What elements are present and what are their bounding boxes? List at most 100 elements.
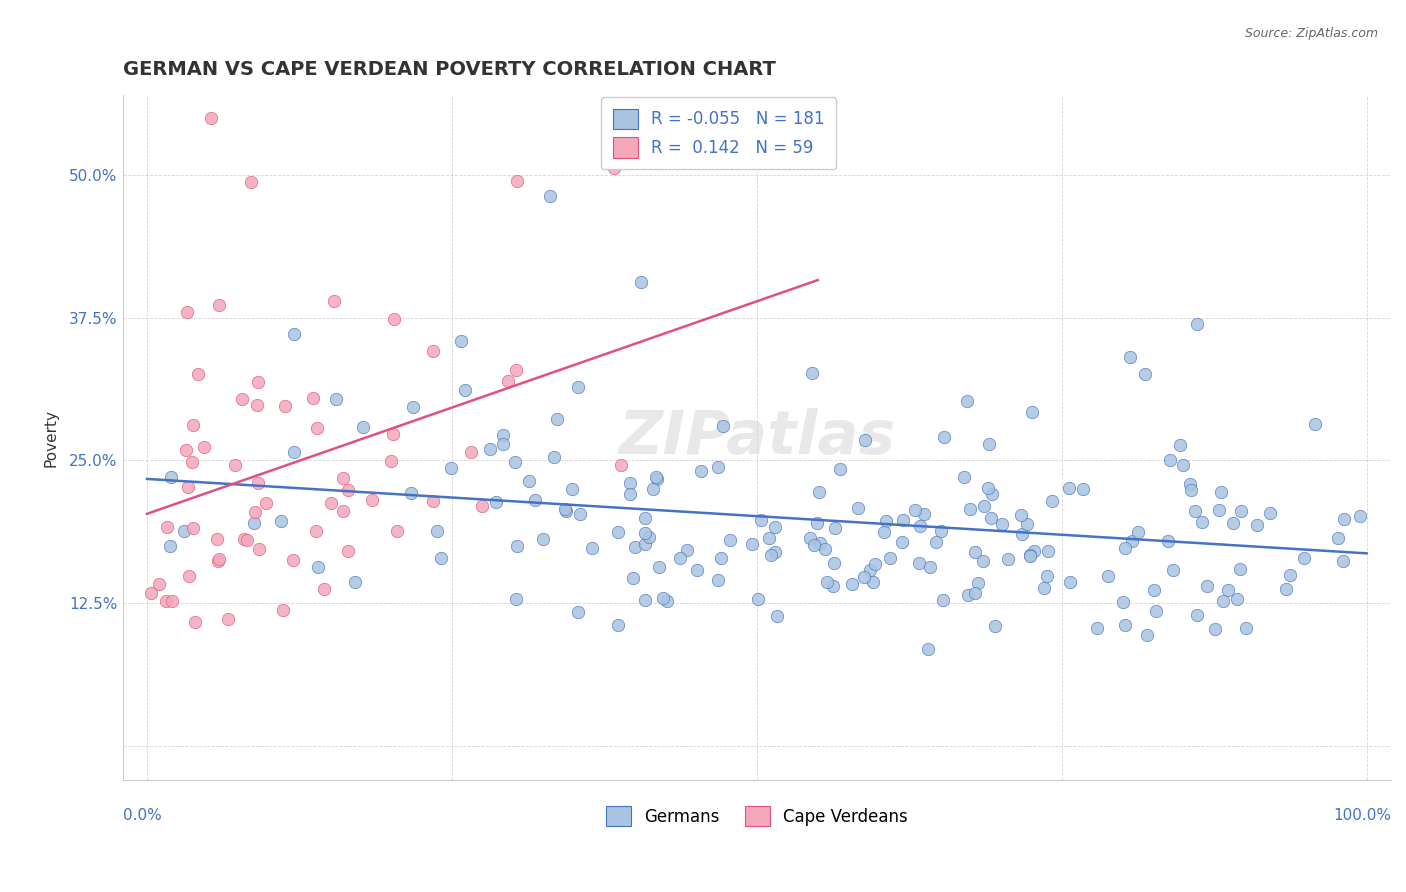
Point (1218, 582, 1240, 597)
Point (676, 542, 699, 557)
Point (567, 380, 589, 394)
Point (1018, 549, 1040, 563)
Point (863, 558, 886, 572)
Point (630, 275, 652, 289)
Point (283, 326, 305, 341)
Point (1303, 417, 1326, 431)
Text: Source: ZipAtlas.com: Source: ZipAtlas.com (1244, 27, 1378, 40)
Point (1278, 567, 1301, 582)
Point (505, 592, 527, 607)
Point (815, 575, 838, 590)
Point (823, 579, 845, 593)
Point (236, 533, 259, 547)
Point (554, 501, 576, 516)
Point (141, 586, 163, 600)
Text: ZIPatlas: ZIPatlas (619, 409, 896, 467)
Point (1022, 544, 1045, 558)
Point (561, 482, 583, 496)
Point (823, 556, 845, 570)
Point (610, 458, 633, 472)
Point (332, 504, 354, 518)
Point (283, 445, 305, 459)
Point (281, 553, 304, 567)
Point (155, 593, 177, 607)
Point (741, 537, 763, 551)
Point (1275, 582, 1298, 596)
Point (180, 455, 202, 469)
Point (1059, 575, 1081, 590)
Point (761, 548, 783, 562)
Point (319, 495, 342, 509)
Point (925, 535, 948, 549)
Point (972, 554, 994, 568)
Point (173, 524, 195, 538)
Point (1246, 517, 1268, 532)
Point (422, 494, 444, 508)
Point (176, 304, 198, 318)
Point (224, 458, 246, 473)
Point (875, 514, 897, 528)
Point (686, 564, 709, 578)
Point (184, 615, 207, 630)
Point (953, 469, 976, 483)
Point (917, 641, 939, 656)
Point (758, 531, 780, 545)
Point (1294, 550, 1316, 565)
Point (471, 500, 494, 514)
Point (336, 483, 359, 497)
Point (247, 476, 270, 491)
Point (1112, 595, 1135, 609)
Point (808, 536, 831, 550)
Point (503, 455, 526, 469)
Point (1121, 534, 1143, 549)
Point (179, 569, 201, 583)
Point (747, 591, 769, 606)
Point (709, 551, 731, 566)
Point (690, 464, 713, 478)
Point (496, 374, 519, 388)
Point (546, 412, 568, 426)
Point (606, 618, 628, 632)
Point (1185, 317, 1208, 331)
Point (302, 391, 325, 405)
Point (1126, 525, 1149, 540)
Point (160, 593, 183, 607)
Point (908, 557, 931, 571)
Point (655, 594, 678, 608)
Point (1021, 405, 1043, 419)
Point (454, 383, 477, 397)
Point (707, 460, 730, 475)
Text: 100.0%: 100.0% (1333, 808, 1391, 823)
Point (271, 603, 294, 617)
Point (430, 550, 453, 565)
Point (602, 161, 624, 176)
Point (621, 571, 644, 585)
Point (959, 502, 981, 516)
Point (193, 440, 215, 454)
Point (426, 524, 449, 539)
Point (853, 570, 876, 584)
Point (1331, 553, 1354, 567)
Point (1212, 594, 1234, 608)
Point (399, 486, 422, 500)
Point (1097, 569, 1119, 583)
Point (422, 344, 444, 359)
Point (633, 525, 655, 540)
Point (200, 112, 222, 126)
Point (1015, 516, 1038, 531)
Point (538, 188, 561, 202)
Point (305, 524, 328, 538)
Point (763, 545, 786, 559)
Point (645, 472, 668, 486)
Point (803, 537, 825, 551)
Point (336, 544, 359, 558)
Point (862, 575, 884, 590)
Point (619, 487, 641, 501)
Point (1348, 509, 1371, 524)
Point (1036, 569, 1059, 583)
Point (1163, 563, 1185, 577)
Point (1234, 621, 1257, 635)
Point (766, 609, 789, 624)
Point (1114, 541, 1136, 555)
Legend: R = -0.055   N = 181, R =  0.142   N = 59: R = -0.055 N = 181, R = 0.142 N = 59 (602, 97, 837, 169)
